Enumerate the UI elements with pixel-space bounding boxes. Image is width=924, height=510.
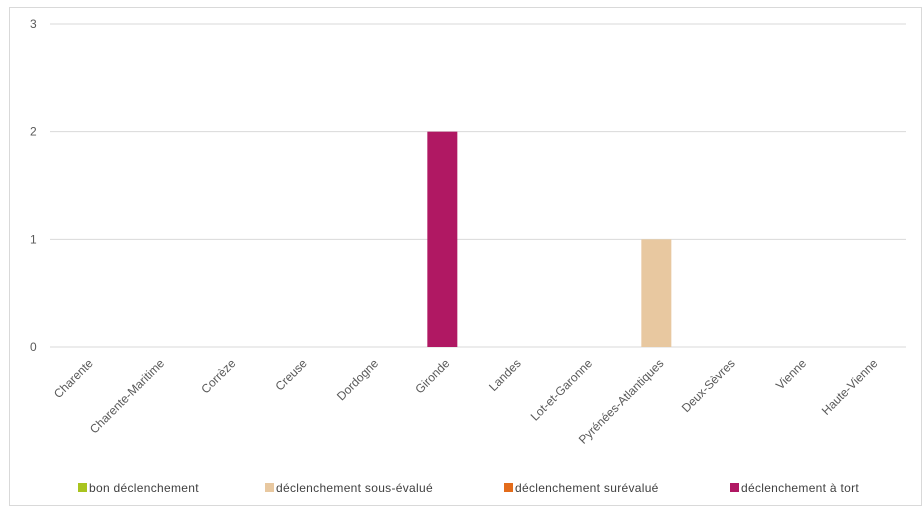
bars <box>427 131 672 347</box>
legend-item: déclenchement sous-évalué <box>265 481 433 495</box>
x-tick-label: Haute-Vienne <box>819 356 881 418</box>
y-tick-label: 2 <box>30 125 37 139</box>
legend-swatch <box>78 483 87 492</box>
legend-swatch <box>265 483 274 492</box>
x-tick-label: Charente-Maritime <box>87 356 167 436</box>
x-tick-label: Corrèze <box>198 356 238 396</box>
x-tick-label: Gironde <box>412 356 452 396</box>
legend-item: déclenchement à tort <box>730 481 859 495</box>
legend-item: bon déclenchement <box>78 481 199 495</box>
legend-label: déclenchement à tort <box>741 481 859 495</box>
x-tick-label: Deux-Sèvres <box>679 356 738 415</box>
y-axis-ticks: 0 1 2 3 <box>30 17 37 354</box>
x-tick-label: Dordogne <box>334 356 381 403</box>
bar-pyrénées-atlantiques <box>641 239 672 347</box>
chart-frame <box>9 7 922 506</box>
y-tick-label: 0 <box>30 340 37 354</box>
legend-swatch <box>504 483 513 492</box>
gridlines <box>50 23 906 348</box>
bar-gironde <box>427 131 458 347</box>
x-tick-label: Charente <box>51 356 96 401</box>
legend-swatch <box>730 483 739 492</box>
y-tick-label: 3 <box>30 17 37 31</box>
x-tick-label: Landes <box>486 356 524 394</box>
x-tick-label: Creuse <box>273 356 310 393</box>
legend-label: bon déclenchement <box>89 481 199 495</box>
legend-item: déclenchement surévalué <box>504 481 659 495</box>
legend: bon déclenchement déclenchement sous-éval… <box>78 481 859 495</box>
y-tick-label: 1 <box>30 232 37 246</box>
legend-label: déclenchement surévalué <box>515 481 659 495</box>
x-tick-label: Vienne <box>773 356 809 392</box>
legend-label: déclenchement sous-évalué <box>276 481 433 495</box>
x-tick-label: Lot-et-Garonne <box>528 356 596 424</box>
